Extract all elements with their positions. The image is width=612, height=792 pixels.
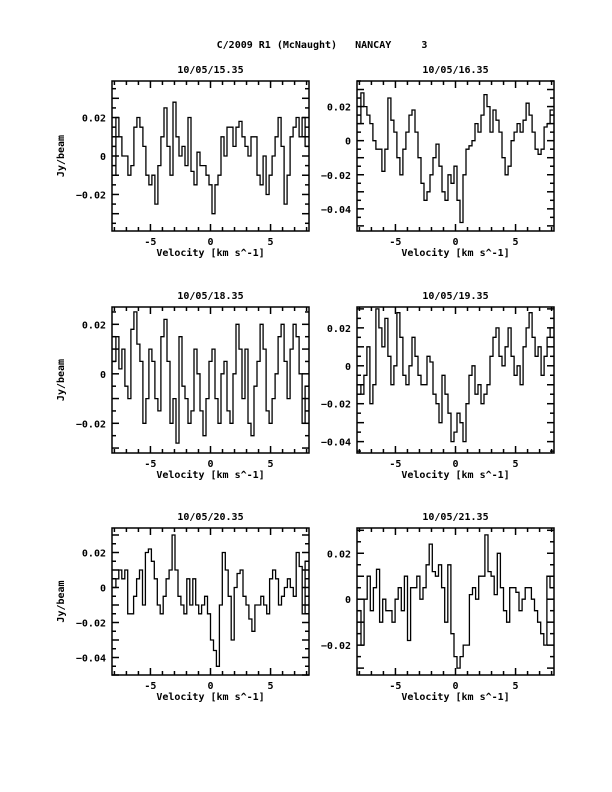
x-axis-label: Velocity [km s^-1] [401, 691, 509, 703]
x-axis-label: Velocity [km s^-1] [156, 247, 264, 259]
x-tick-label: -5 [389, 681, 401, 692]
y-tick-label: 0 [345, 595, 351, 606]
y-tick-label: −0.02 [321, 171, 351, 182]
y-tick-label: −0.02 [76, 619, 106, 630]
spectrum-panel: 10/05/21.35 -5 0 5 Velocity [km s^-1] −0.02 0 0… [321, 512, 555, 703]
x-axis-label: Velocity [km s^-1] [401, 247, 509, 259]
y-tick-label: 0.02 [327, 549, 351, 560]
y-tick-label: −0.04 [321, 438, 351, 449]
x-tick-label: -5 [389, 237, 401, 248]
y-axis-label: Jy/beam [56, 359, 67, 401]
x-tick-label: 0 [207, 237, 213, 248]
y-tick-label: −0.02 [321, 641, 351, 652]
spectrum-panel: 10/05/15.35 -5 0 5 Velocity [km s^-1] −0.02 0 0… [56, 65, 310, 259]
x-tick-label: 5 [268, 459, 274, 470]
spectrum-line [357, 308, 554, 443]
x-tick-label: 0 [207, 459, 213, 470]
y-tick-label: 0.02 [82, 549, 106, 560]
panel-title: 10/05/15.35 [177, 65, 243, 76]
x-tick-label: 5 [513, 237, 519, 248]
x-tick-label: 5 [513, 681, 519, 692]
figure-title: C/2009 R1 (McNaught) NANCAY 3 [217, 40, 428, 51]
y-tick-label: 0 [100, 584, 106, 595]
x-axis-label: Velocity [km s^-1] [156, 691, 264, 703]
x-tick-label: 0 [452, 681, 458, 692]
panel-title: 10/05/16.35 [422, 65, 488, 76]
y-tick-label: 0.02 [82, 320, 106, 331]
x-tick-label: -5 [144, 681, 156, 692]
spectrum-line [357, 92, 554, 224]
x-tick-label: -5 [144, 237, 156, 248]
spectrum-line [112, 101, 309, 215]
x-tick-label: 0 [207, 681, 213, 692]
y-tick-label: 0 [345, 362, 351, 373]
x-tick-label: 5 [268, 681, 274, 692]
spectrum-line [357, 534, 554, 669]
spectrum-line [112, 311, 309, 444]
y-tick-label: 0.02 [82, 114, 106, 125]
y-tick-label: 0.02 [327, 103, 351, 114]
x-axis-label: Velocity [km s^-1] [156, 469, 264, 481]
y-tick-label: 0 [345, 137, 351, 148]
spectrum-panel: 10/05/19.35 -5 0 5 Velocity [km s^-1] −0.04 −0… [321, 291, 555, 481]
y-tick-label: −0.04 [76, 654, 106, 665]
spectrum-panel: 10/05/16.35 -5 0 5 Velocity [km s^-1] −0.04 −0… [321, 65, 555, 259]
plot-frame [111, 80, 310, 232]
x-tick-label: 5 [268, 237, 274, 248]
panel-title: 10/05/18.35 [177, 291, 243, 302]
y-tick-label: 0.02 [327, 324, 351, 335]
x-tick-label: -5 [389, 459, 401, 470]
x-tick-label: 0 [452, 237, 458, 248]
plot-frame [356, 306, 555, 454]
plot-frame [356, 527, 555, 676]
plot-frame [356, 80, 555, 232]
spectrum-panel: 10/05/18.35 -5 0 5 Velocity [km s^-1] −0.02 0 0… [56, 291, 310, 481]
y-axis-label: Jy/beam [56, 135, 67, 177]
x-tick-label: 5 [513, 459, 519, 470]
spectrum-panel: 10/05/20.35 -5 0 5 Velocity [km s^-1] −0.04 −0… [56, 512, 310, 703]
y-tick-label: 0 [100, 370, 106, 381]
x-tick-label: 0 [452, 459, 458, 470]
y-tick-label: −0.02 [76, 419, 106, 430]
plot-frame [111, 527, 310, 676]
panel-title: 10/05/19.35 [422, 291, 488, 302]
y-tick-label: −0.02 [76, 190, 106, 201]
spectrum-line [112, 534, 309, 667]
plot-frame [111, 306, 310, 454]
y-axis-label: Jy/beam [56, 580, 67, 622]
y-tick-label: −0.02 [321, 400, 351, 411]
y-tick-label: −0.04 [321, 205, 351, 216]
x-tick-label: -5 [144, 459, 156, 470]
panel-title: 10/05/20.35 [177, 512, 243, 523]
panel-title: 10/05/21.35 [422, 512, 488, 523]
x-axis-label: Velocity [km s^-1] [401, 469, 509, 481]
y-tick-label: 0 [100, 152, 106, 163]
